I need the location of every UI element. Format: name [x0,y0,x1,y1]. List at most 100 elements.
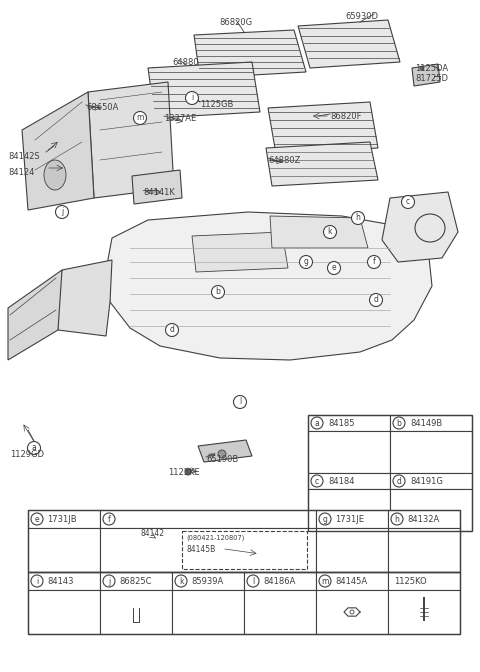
Circle shape [166,323,179,337]
Text: (080421-120807): (080421-120807) [186,535,244,541]
Text: 84184: 84184 [328,476,355,485]
Bar [316,572,388,590]
Text: 86820G: 86820G [219,18,252,27]
Text: j: j [108,577,110,585]
Bar [172,572,244,590]
Ellipse shape [147,540,173,560]
Polygon shape [132,170,182,204]
Text: 84191G: 84191G [410,476,443,485]
Bar [388,528,460,572]
Bar [308,415,390,431]
Text: 1125KE: 1125KE [168,468,200,477]
Text: m: m [321,577,329,585]
Text: g: g [303,257,309,267]
Text: 86825C: 86825C [119,577,152,585]
Ellipse shape [131,605,141,611]
Text: 84145A: 84145A [335,577,367,585]
Circle shape [56,206,69,218]
Circle shape [393,475,405,487]
Text: a: a [32,444,36,452]
Circle shape [247,575,259,587]
Ellipse shape [44,160,66,190]
Text: 84185: 84185 [328,419,355,427]
Circle shape [324,226,336,239]
Bar [390,431,472,473]
Circle shape [300,255,312,269]
Text: 84143: 84143 [47,577,73,585]
Text: m: m [136,114,144,122]
Text: 84124: 84124 [8,168,35,177]
Text: 1731JB: 1731JB [47,515,77,523]
Circle shape [319,575,331,587]
Bar [308,489,390,531]
Circle shape [391,513,403,525]
Text: 84141K: 84141K [143,188,175,197]
Circle shape [212,286,225,298]
Text: 84132A: 84132A [407,515,439,523]
Polygon shape [298,20,400,68]
Text: f: f [372,257,375,267]
Bar [388,590,460,634]
Circle shape [368,255,381,269]
Text: 84142S: 84142S [8,152,40,161]
Bar [100,572,172,590]
Bar [244,590,316,634]
Circle shape [185,469,191,475]
Text: 81725D: 81725D [415,74,448,83]
Text: 64880Z: 64880Z [268,156,300,165]
Circle shape [175,575,187,587]
Bar [388,510,460,528]
Text: i: i [191,93,193,103]
Polygon shape [382,192,458,262]
Text: 86820F: 86820F [330,112,361,121]
Bar [316,510,388,528]
Text: d: d [169,325,174,335]
Bar [390,415,472,431]
Bar [28,510,100,528]
Text: k: k [328,228,332,237]
Polygon shape [412,64,440,86]
Circle shape [401,196,415,208]
Text: 85939A: 85939A [191,577,223,585]
Text: 1125GB: 1125GB [200,100,233,109]
Circle shape [103,575,115,587]
Polygon shape [22,92,94,210]
Bar [100,528,316,572]
Circle shape [420,66,424,70]
Text: j: j [61,208,63,216]
Text: c: c [315,476,319,485]
Bar [28,590,100,634]
Bar [28,528,100,572]
Polygon shape [266,142,378,186]
Polygon shape [194,30,306,78]
Polygon shape [56,260,112,336]
Circle shape [370,294,383,306]
Text: 1731JE: 1731JE [335,515,364,523]
Text: h: h [356,214,360,222]
Text: 1327AE: 1327AE [164,114,196,123]
Text: h: h [395,515,399,523]
Ellipse shape [154,544,168,556]
Text: 84186A: 84186A [263,577,295,585]
Text: g: g [323,515,327,523]
Text: 65190B: 65190B [206,455,238,464]
Circle shape [233,396,247,409]
Bar [390,489,472,531]
Bar [28,572,100,590]
Text: e: e [332,263,336,273]
Text: 84145B: 84145B [186,544,216,554]
Bar [308,473,390,489]
Polygon shape [268,102,378,154]
Bar [390,473,472,489]
Text: k: k [179,577,183,585]
Text: l: l [239,398,241,407]
Bar [100,510,316,528]
Ellipse shape [416,597,432,603]
Text: c: c [406,198,410,206]
Text: b: b [396,419,401,427]
Bar [100,590,172,634]
Polygon shape [148,62,260,118]
Polygon shape [8,270,62,360]
Circle shape [393,417,405,429]
Circle shape [218,450,226,458]
